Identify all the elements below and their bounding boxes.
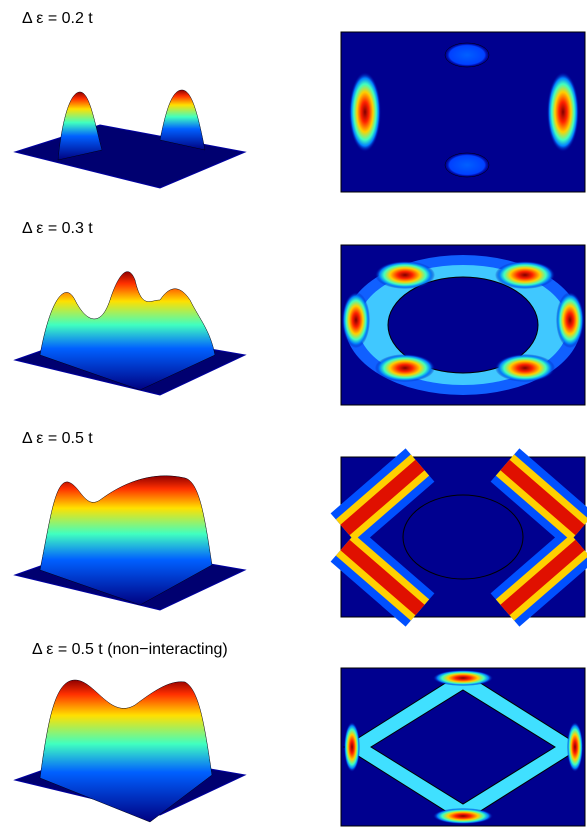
surface-plot [15, 476, 245, 610]
contour-plot [341, 245, 585, 405]
contour-plot [341, 457, 585, 617]
surface-plot [15, 90, 245, 188]
figure: Δ ε = 0.2 t Δ ε = 0.3 t Δ ε = 0.5 t Δ ε … [0, 0, 587, 827]
contour-plot [341, 32, 585, 192]
plots [0, 0, 587, 827]
contour-plot [341, 668, 585, 826]
surface-plot [15, 272, 245, 395]
surface-plot [15, 680, 245, 822]
